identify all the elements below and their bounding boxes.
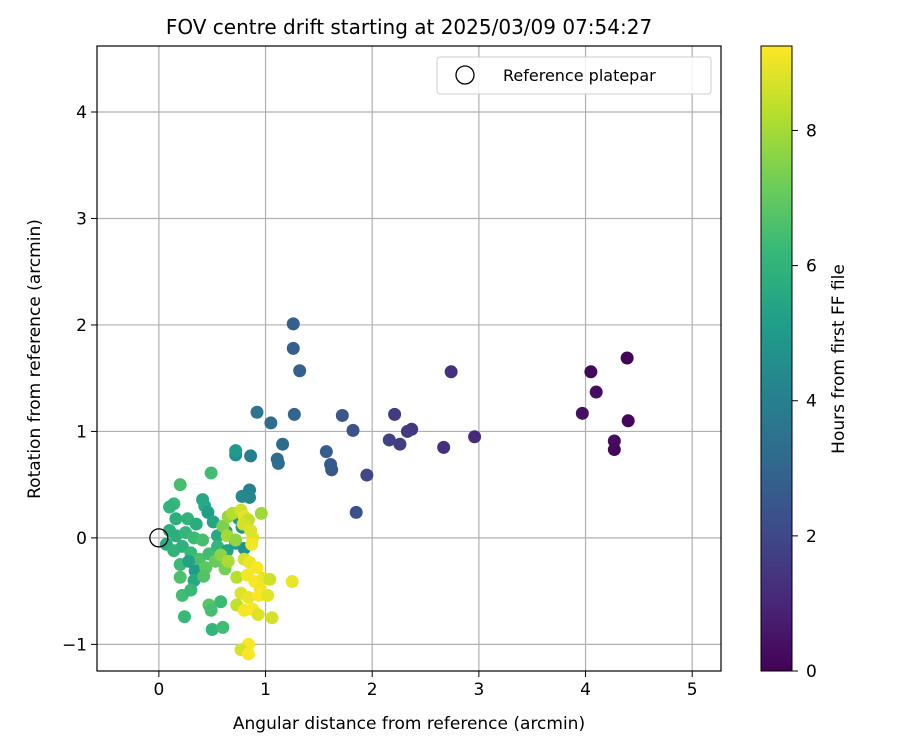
data-point bbox=[251, 608, 265, 622]
data-point bbox=[324, 457, 338, 471]
data-point bbox=[173, 478, 187, 492]
colorbar-gradient bbox=[760, 45, 793, 672]
data-point bbox=[245, 537, 259, 551]
data-point bbox=[235, 489, 249, 503]
data-point bbox=[263, 572, 277, 586]
chart-title: FOV centre drift starting at 2025/03/09 … bbox=[166, 15, 652, 39]
data-point bbox=[285, 575, 299, 589]
data-point bbox=[229, 444, 243, 458]
data-point bbox=[276, 437, 290, 451]
legend: Reference platepar bbox=[436, 56, 712, 95]
data-point bbox=[607, 443, 621, 457]
data-point bbox=[382, 433, 396, 447]
data-points bbox=[159, 317, 635, 661]
legend-label: Reference platepar bbox=[503, 66, 656, 85]
data-point bbox=[286, 317, 300, 331]
reference-marker-layer bbox=[149, 528, 169, 548]
y-tick-label: 0 bbox=[76, 529, 87, 549]
data-point bbox=[221, 554, 235, 568]
legend-box bbox=[436, 56, 712, 95]
colorbar-tick-label: 8 bbox=[806, 121, 817, 141]
data-point bbox=[468, 430, 482, 444]
y-axis-label: Rotation from reference (arcmin) bbox=[25, 219, 45, 499]
data-point bbox=[184, 583, 198, 597]
data-point bbox=[335, 408, 349, 422]
data-point bbox=[575, 406, 589, 420]
data-point bbox=[254, 506, 268, 520]
data-point bbox=[293, 364, 307, 378]
colorbar: 0 2 4 6 8 Hours from first FF file bbox=[760, 45, 849, 682]
colorbar-label: Hours from first FF file bbox=[829, 264, 849, 454]
x-axis-ticks: 0 1 2 3 4 5 bbox=[153, 671, 698, 700]
x-tick-label: 2 bbox=[367, 680, 378, 700]
data-point bbox=[201, 505, 215, 519]
data-point bbox=[241, 591, 255, 605]
colorbar-ticks: 0 2 4 6 8 bbox=[792, 121, 817, 682]
data-point bbox=[584, 365, 598, 379]
x-tick-label: 5 bbox=[687, 680, 698, 700]
y-tick-label: 2 bbox=[76, 316, 87, 336]
legend-marker-icon bbox=[455, 65, 475, 85]
data-point bbox=[229, 533, 243, 547]
x-tick-label: 3 bbox=[473, 680, 484, 700]
colorbar-tick-label: 6 bbox=[806, 257, 817, 277]
data-point bbox=[388, 407, 402, 421]
data-point bbox=[437, 440, 451, 454]
data-point bbox=[197, 569, 211, 583]
data-point bbox=[205, 622, 219, 636]
data-point bbox=[230, 570, 244, 584]
x-tick-label: 4 bbox=[580, 680, 591, 700]
data-point bbox=[349, 505, 363, 519]
data-point bbox=[244, 449, 258, 463]
data-point bbox=[204, 466, 218, 480]
data-point bbox=[589, 385, 603, 399]
data-point bbox=[204, 603, 218, 617]
data-point bbox=[393, 437, 407, 451]
data-point bbox=[241, 647, 255, 661]
x-tick-label: 0 bbox=[153, 680, 164, 700]
data-point bbox=[196, 533, 210, 547]
y-tick-label: 1 bbox=[76, 422, 87, 442]
data-point bbox=[244, 523, 258, 537]
data-point bbox=[182, 554, 196, 568]
data-point bbox=[264, 416, 278, 430]
y-tick-label: −1 bbox=[62, 635, 87, 655]
data-point bbox=[400, 424, 414, 438]
data-point bbox=[250, 405, 264, 419]
data-point bbox=[173, 570, 187, 584]
data-point bbox=[189, 517, 203, 531]
reference-platepar-marker bbox=[149, 528, 169, 548]
data-point bbox=[177, 610, 191, 624]
data-point bbox=[216, 620, 230, 634]
data-point bbox=[319, 445, 333, 459]
data-point bbox=[621, 414, 635, 428]
y-axis-ticks: −1 0 1 2 3 4 bbox=[62, 103, 97, 655]
colorbar-tick-label: 0 bbox=[806, 662, 817, 682]
data-point bbox=[250, 561, 264, 575]
data-point bbox=[346, 423, 360, 437]
data-point bbox=[360, 468, 374, 482]
data-point bbox=[169, 512, 183, 526]
data-point bbox=[286, 341, 300, 355]
colorbar-tick-label: 2 bbox=[806, 527, 817, 547]
data-point bbox=[271, 456, 285, 470]
data-point bbox=[163, 500, 177, 514]
colorbar-tick-label: 4 bbox=[806, 392, 817, 412]
x-tick-label: 1 bbox=[260, 680, 271, 700]
data-point bbox=[214, 595, 228, 609]
y-tick-label: 3 bbox=[76, 209, 87, 229]
plot-frame bbox=[96, 45, 722, 672]
data-point bbox=[287, 407, 301, 421]
data-point bbox=[444, 365, 458, 379]
data-point bbox=[620, 351, 634, 365]
y-tick-label: 4 bbox=[76, 103, 87, 123]
x-axis-label: Angular distance from reference (arcmin) bbox=[233, 714, 585, 734]
data-point bbox=[261, 588, 275, 602]
data-point bbox=[265, 611, 279, 625]
